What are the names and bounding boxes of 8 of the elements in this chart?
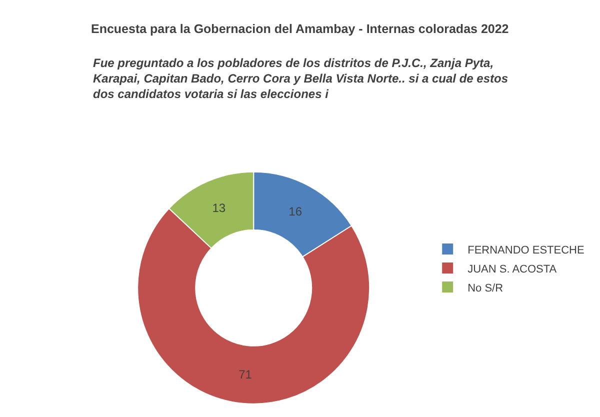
data-label: 13 [212,201,226,216]
chart-subtitle: Fue preguntado a los pobladores de los distritos de P.J.C., Zanja Pyta, Karapai, Capitan Bado, Cerro Cora y Bella Vista Norte.. si a cual de estos dos candidatos votaria si las elecciones i [93,56,508,102]
chart-title: Encuesta para la Gobernacion del Amambay - Internas coloradas 2022 [91,22,509,36]
legend-label: FERNANDO ESTECHE [468,244,584,256]
data-label: 71 [238,368,252,382]
legend-label: No S/R [468,282,504,294]
data-label: 16 [288,204,302,219]
legend-label: JUAN S. ACOSTA [468,263,558,276]
